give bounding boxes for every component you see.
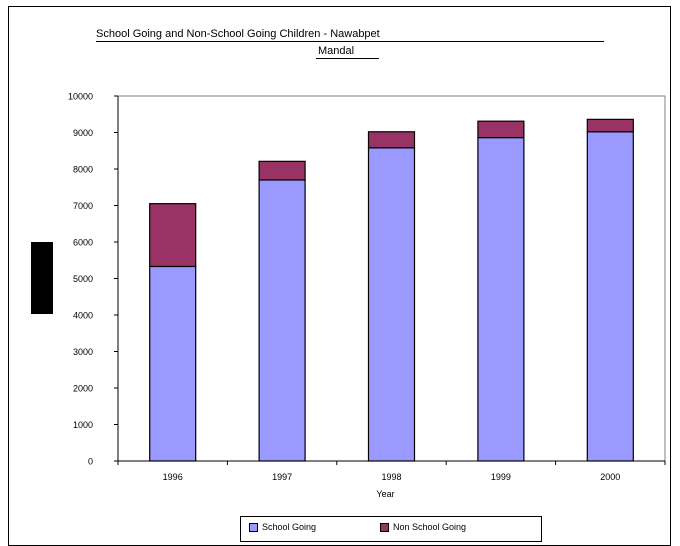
legend-item-non-school-going: Non School Going — [380, 522, 466, 532]
title-underline-1 — [96, 41, 604, 42]
legend-item-school-going: School Going — [249, 522, 316, 532]
legend-swatch-school-going — [249, 522, 258, 532]
y-tick-label-2000: 2000 — [73, 384, 93, 394]
legend-label-non-school-going: Non School Going — [393, 522, 467, 532]
y-tick-label-7000: 7000 — [73, 201, 93, 211]
legend-swatch-non-school-going — [380, 522, 389, 532]
x-tick-label-1999: 1999 — [491, 472, 511, 482]
x-axis-label: Year — [376, 489, 394, 499]
y-tick-label-5000: 5000 — [73, 274, 93, 284]
y-tick-label-4000: 4000 — [73, 311, 93, 321]
title-underline-2 — [316, 58, 379, 59]
bar-school-going-1996 — [149, 265, 197, 462]
chart-title-line-2: Mandal — [318, 45, 355, 57]
bar-non-school-going-2000 — [586, 118, 634, 133]
x-tick-label-1997: 1997 — [272, 472, 292, 482]
legend: School Going Non School Going — [240, 516, 542, 542]
y-tick-label-6000: 6000 — [73, 238, 93, 248]
bar-school-going-1999 — [477, 137, 525, 462]
x-tick-label-1996: 1996 — [163, 472, 183, 482]
chart-title-line-1: School Going and Non-School Going Childr… — [96, 28, 380, 40]
y-tick-label-9000: 9000 — [73, 128, 93, 138]
y-axis-label-box — [31, 242, 53, 314]
bar-non-school-going-1996 — [149, 203, 197, 268]
y-tick-label-10000: 10000 — [68, 92, 93, 102]
x-tick-label-1998: 1998 — [381, 472, 401, 482]
bar-non-school-going-1999 — [477, 120, 525, 139]
y-tick-label-3000: 3000 — [73, 347, 93, 357]
bar-school-going-1998 — [367, 147, 416, 462]
y-tick-label-8000: 8000 — [73, 165, 93, 175]
bar-school-going-1997 — [258, 179, 306, 462]
bar-school-going-2000 — [586, 131, 634, 462]
bar-non-school-going-1997 — [258, 160, 306, 181]
bar-non-school-going-1998 — [367, 131, 416, 149]
x-tick-label-2000: 2000 — [600, 472, 620, 482]
y-tick-label-0: 0 — [88, 457, 93, 467]
y-tick-label-1000: 1000 — [73, 420, 93, 430]
legend-label-school-going: School Going — [262, 522, 317, 532]
